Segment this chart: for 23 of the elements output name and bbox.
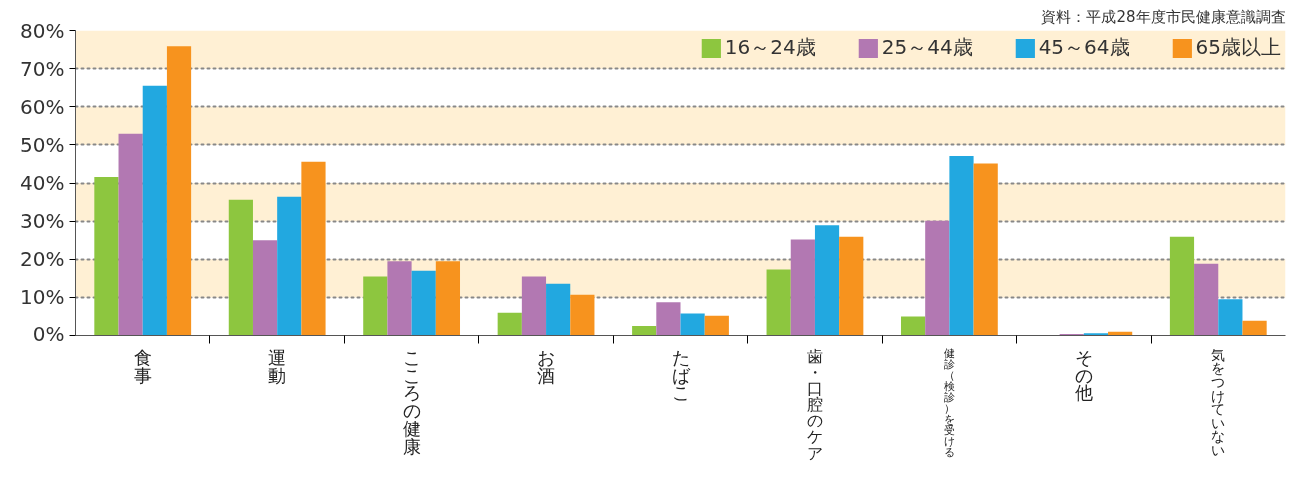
x-tick-label: たばこ — [671, 346, 691, 404]
x-tick-label: その他 — [1074, 346, 1093, 404]
legend-label: 16～24歳 — [724, 34, 816, 61]
x-tick-label: 歯・口腔のケア — [806, 346, 823, 463]
category-label: 健診（検診）を受ける — [943, 346, 955, 460]
x-tick-label: こころの健康 — [402, 346, 421, 457]
text: 資料：平成28年度市民健康意識調査 — [1041, 7, 1286, 26]
legend-label: 25～44歳 — [881, 34, 973, 61]
y-tick-label: 60% — [20, 94, 65, 119]
x-tick-label: 運動 — [268, 346, 287, 386]
y-tick-label: 10% — [20, 285, 65, 310]
y-tick-label: 20% — [20, 247, 65, 272]
legend-label: 45～64歳 — [1038, 34, 1130, 61]
x-tick-label: お酒 — [537, 346, 556, 386]
x-tick-label: 気をつけていない — [1211, 346, 1226, 458]
y-tick-label: 0% — [32, 321, 65, 346]
y-tick-label: 50% — [20, 132, 65, 157]
y-tick-label: 40% — [20, 171, 65, 195]
y-tick-label: 70% — [20, 56, 65, 81]
y-tick-label: 30% — [20, 209, 65, 234]
x-tick-label: 食事 — [133, 346, 152, 386]
y-tick-label: 80% — [20, 18, 65, 43]
legend-label: 65歳以上 — [1195, 34, 1281, 61]
